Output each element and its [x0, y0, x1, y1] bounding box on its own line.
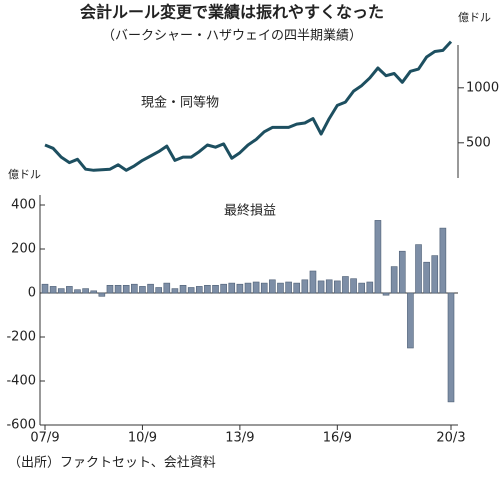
bar [220, 283, 227, 294]
chart-title: 会計ルール変更で業績は振れやすくなった [80, 3, 384, 22]
bar [139, 286, 146, 294]
y-tick-label: 1000 [466, 80, 499, 95]
bar [131, 283, 138, 294]
unit-label: 億ドル [8, 168, 41, 181]
bar [439, 227, 447, 294]
bar [171, 288, 179, 294]
bar [350, 278, 357, 294]
bar [82, 288, 89, 294]
bar [301, 279, 309, 294]
bar [423, 261, 430, 294]
bar [41, 283, 49, 294]
bar [57, 288, 65, 294]
bar [244, 282, 252, 294]
x-tick-label: 13/9 [225, 431, 254, 446]
y-tick-label: 400 [11, 198, 36, 213]
bar [325, 279, 333, 294]
x-tick-label: 10/9 [128, 431, 157, 446]
bar [122, 284, 130, 294]
line [44, 40, 453, 172]
bar [398, 250, 406, 294]
bar [342, 276, 349, 294]
series-label: 最終損益 [224, 203, 276, 219]
bar [252, 281, 260, 294]
bar [407, 292, 414, 349]
bar [228, 282, 236, 294]
bar [260, 282, 268, 294]
bar [447, 292, 455, 403]
bar [187, 287, 195, 294]
bar [204, 284, 211, 294]
bar [382, 292, 390, 296]
series-label: 現金・同等物 [141, 95, 219, 111]
bar [431, 255, 439, 294]
bar [374, 220, 382, 294]
bar [390, 266, 398, 294]
bar [415, 244, 422, 294]
bar [212, 284, 219, 294]
bar [195, 286, 203, 294]
y-tick-label: -200 [6, 330, 36, 345]
y-tick-label: 200 [11, 242, 36, 257]
bar [179, 284, 187, 294]
bar [236, 283, 244, 294]
bar [277, 282, 284, 294]
bar [309, 270, 317, 294]
bar [358, 282, 365, 294]
x-tick-label: 07/9 [30, 431, 59, 446]
bar [285, 281, 292, 294]
source: （出所）ファクトセット、会社資料 [8, 455, 216, 471]
y-tick-label: 500 [466, 135, 491, 150]
x-tick-label: 16/9 [323, 431, 352, 446]
bar [155, 287, 162, 294]
bar [106, 284, 114, 294]
bar [317, 280, 325, 294]
bar [334, 280, 341, 294]
bar [293, 282, 301, 294]
unit-label: 億ドル [458, 11, 491, 24]
chart-subtitle: （バークシャー・ハザウェイの四半期業績） [102, 28, 362, 44]
bar [49, 286, 57, 294]
bar [98, 292, 106, 297]
bar [74, 289, 81, 294]
y-tick-label: 0 [28, 286, 36, 301]
y-tick-label: -400 [6, 374, 36, 389]
bar [163, 282, 171, 294]
bar [147, 283, 154, 294]
bar [366, 281, 374, 294]
bar [66, 286, 73, 294]
y-tick-label: -600 [6, 418, 36, 433]
x-tick-label: 20/3 [436, 431, 465, 446]
bar [114, 284, 122, 294]
bar [269, 279, 276, 294]
bar [90, 290, 98, 294]
